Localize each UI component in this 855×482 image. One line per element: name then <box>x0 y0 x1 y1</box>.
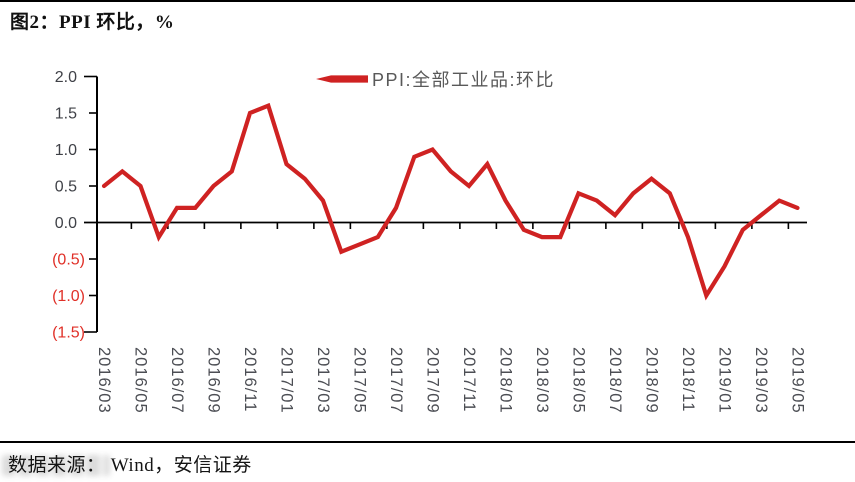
y-tick-label: 1.5 <box>55 106 77 123</box>
top-divider <box>0 0 855 2</box>
y-tick-label: 2.0 <box>55 69 77 86</box>
x-tick-label: 2017/01 <box>278 347 296 414</box>
bottom-divider <box>0 441 855 443</box>
x-tick-label: 2016/09 <box>205 347 223 414</box>
x-tick-label: 2016/05 <box>132 347 150 414</box>
x-tick-label: 2017/09 <box>424 347 442 414</box>
x-tick-label: 2019/01 <box>716 347 734 414</box>
source-note: 数据来源： Wind，安信证券 <box>8 455 252 476</box>
x-tick-label: 2017/05 <box>351 347 369 414</box>
y-tick-label: (1.5) <box>52 325 85 342</box>
x-tick-label: 2018/05 <box>570 347 588 414</box>
y-tick-label: (1.0) <box>52 288 85 305</box>
x-tick-label: 2019/05 <box>789 347 807 414</box>
x-tick-label: 2018/03 <box>533 347 551 414</box>
y-tick-label: (0.5) <box>52 252 85 269</box>
x-tick-label: 2016/11 <box>241 347 259 412</box>
legend-label: PPI:全部工业品:环比 <box>372 70 556 90</box>
y-tick-label: 1.0 <box>55 142 77 159</box>
x-tick-label: 2018/07 <box>606 347 624 414</box>
x-tick-label: 2016/07 <box>168 347 186 414</box>
x-tick-label: 2016/03 <box>95 347 113 414</box>
x-tick-label: 2018/11 <box>679 347 697 412</box>
ppi-series-line <box>101 102 800 301</box>
x-tick-label: 2018/09 <box>643 347 661 414</box>
y-tick-label: 0.0 <box>55 215 77 232</box>
x-tick-label: 2017/07 <box>387 347 405 414</box>
x-tick-label: 2018/01 <box>497 347 515 414</box>
x-tick-label: 2017/11 <box>460 347 478 412</box>
x-tick-label: 2019/03 <box>752 347 770 414</box>
legend: PPI:全部工业品:环比 <box>316 67 555 91</box>
chart-title: 图2：PPI 环比，% <box>10 12 175 33</box>
x-tick-label: 2017/03 <box>314 347 332 414</box>
legend-line-marker <box>316 75 368 83</box>
y-tick-label: 0.5 <box>55 179 77 196</box>
watermark <box>2 455 110 476</box>
